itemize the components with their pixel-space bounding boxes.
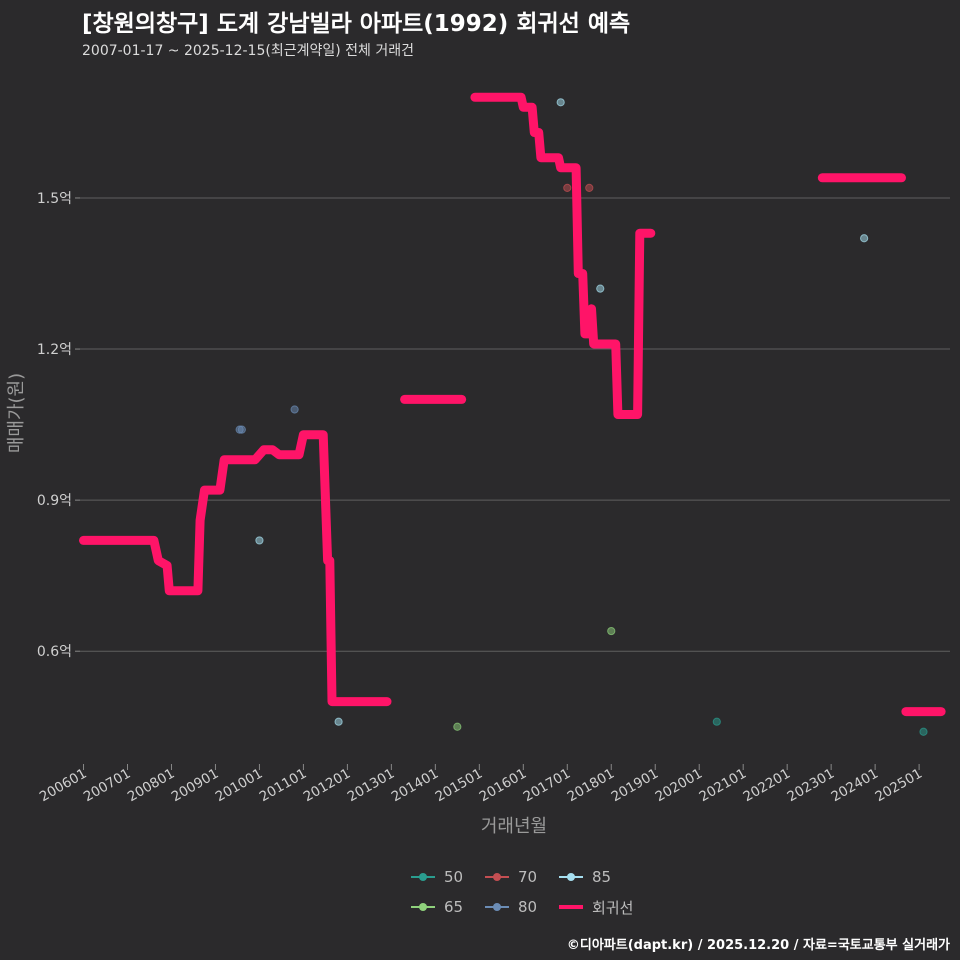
legend-key-70 — [484, 866, 510, 888]
source-caption: ©디아파트(dapt.kr) / 2025.12.20 / 자료=국토교통부 실… — [566, 938, 950, 953]
scatter-points — [235, 98, 928, 736]
legend-item-50: 50 — [410, 866, 484, 888]
x-tick-label: 201201 — [301, 766, 354, 806]
legend-key-50 — [410, 866, 436, 888]
x-tick-label: 201701 — [521, 766, 574, 806]
y-axis: 0.6억 0.9억 1.2억 1.5억 — [37, 191, 80, 660]
y-tick-label: 1.2억 — [37, 342, 72, 358]
legend-key-80 — [484, 896, 510, 918]
data-point-65 — [453, 722, 462, 731]
chart-subtitle: 2007-01-17 ~ 2025-12-15(최근계약일) 전체 거래건 — [82, 43, 414, 59]
y-tick-label: 0.6억 — [37, 644, 72, 660]
legend-label: 65 — [444, 898, 464, 916]
x-tick-label: 201901 — [609, 766, 662, 806]
data-point-85 — [334, 717, 343, 726]
legend-item-70: 70 — [484, 866, 558, 888]
data-point-85 — [860, 234, 869, 243]
data-point-80 — [237, 425, 246, 434]
x-tick-label: 201301 — [345, 766, 398, 806]
data-point-70 — [563, 183, 572, 192]
data-point-85 — [255, 536, 264, 545]
legend-key-65 — [410, 896, 436, 918]
legend-item-65: 65 — [410, 896, 484, 918]
x-axis: 2006012007012008012009012010012011012012… — [37, 764, 925, 805]
x-tick-label: 201801 — [565, 766, 618, 806]
x-tick-label: 202101 — [697, 766, 750, 806]
x-tick-label: 202201 — [741, 766, 794, 806]
grid-lines — [80, 197, 950, 652]
legend-label: 80 — [518, 898, 538, 916]
legend-label: 회귀선 — [592, 898, 634, 917]
x-tick-label: 200601 — [37, 766, 90, 806]
y-axis-label: 매매가(원) — [6, 373, 27, 453]
data-point-70 — [585, 183, 594, 192]
x-axis-label: 거래년월 — [481, 816, 547, 837]
x-tick-label: 202301 — [785, 766, 838, 806]
y-tick-label: 0.9억 — [37, 493, 72, 509]
x-tick-label: 200901 — [169, 766, 222, 806]
y-tick-label: 1.5억 — [37, 191, 72, 207]
data-point-65 — [607, 626, 616, 636]
data-point-85 — [596, 284, 605, 293]
x-tick-label: 201501 — [433, 766, 486, 806]
legend-label: 70 — [518, 868, 538, 886]
x-tick-label: 201001 — [213, 766, 266, 806]
x-tick-label: 202001 — [653, 766, 706, 806]
legend-item-85: 85 — [558, 866, 648, 888]
legend-label: 85 — [592, 868, 612, 886]
legend-key-85 — [558, 866, 584, 888]
x-tick-label: 201401 — [389, 766, 442, 806]
data-point-80 — [290, 405, 299, 414]
data-point-85 — [556, 98, 565, 107]
legend-item-80: 80 — [484, 896, 558, 918]
data-point-50 — [712, 717, 721, 726]
legend-key-regression — [558, 896, 584, 918]
legend: 50 70 85 65 80 회귀선 — [410, 866, 648, 918]
x-tick-label: 201101 — [257, 766, 310, 806]
legend-label: 50 — [444, 868, 464, 886]
x-tick-label: 200801 — [125, 766, 178, 806]
x-tick-label: 202401 — [828, 766, 881, 806]
x-tick-label: 201601 — [477, 766, 530, 806]
regression-line — [79, 92, 946, 717]
regression-segment — [470, 92, 656, 419]
legend-item-regression: 회귀선 — [558, 896, 648, 918]
regression-segment — [79, 430, 392, 707]
data-point-50 — [919, 727, 928, 736]
x-tick-label: 202501 — [872, 766, 925, 806]
x-tick-label: 200701 — [81, 766, 134, 806]
chart-title: [창원의창구] 도계 강남빌라 아파트(1992) 회귀선 예측 — [82, 11, 631, 37]
